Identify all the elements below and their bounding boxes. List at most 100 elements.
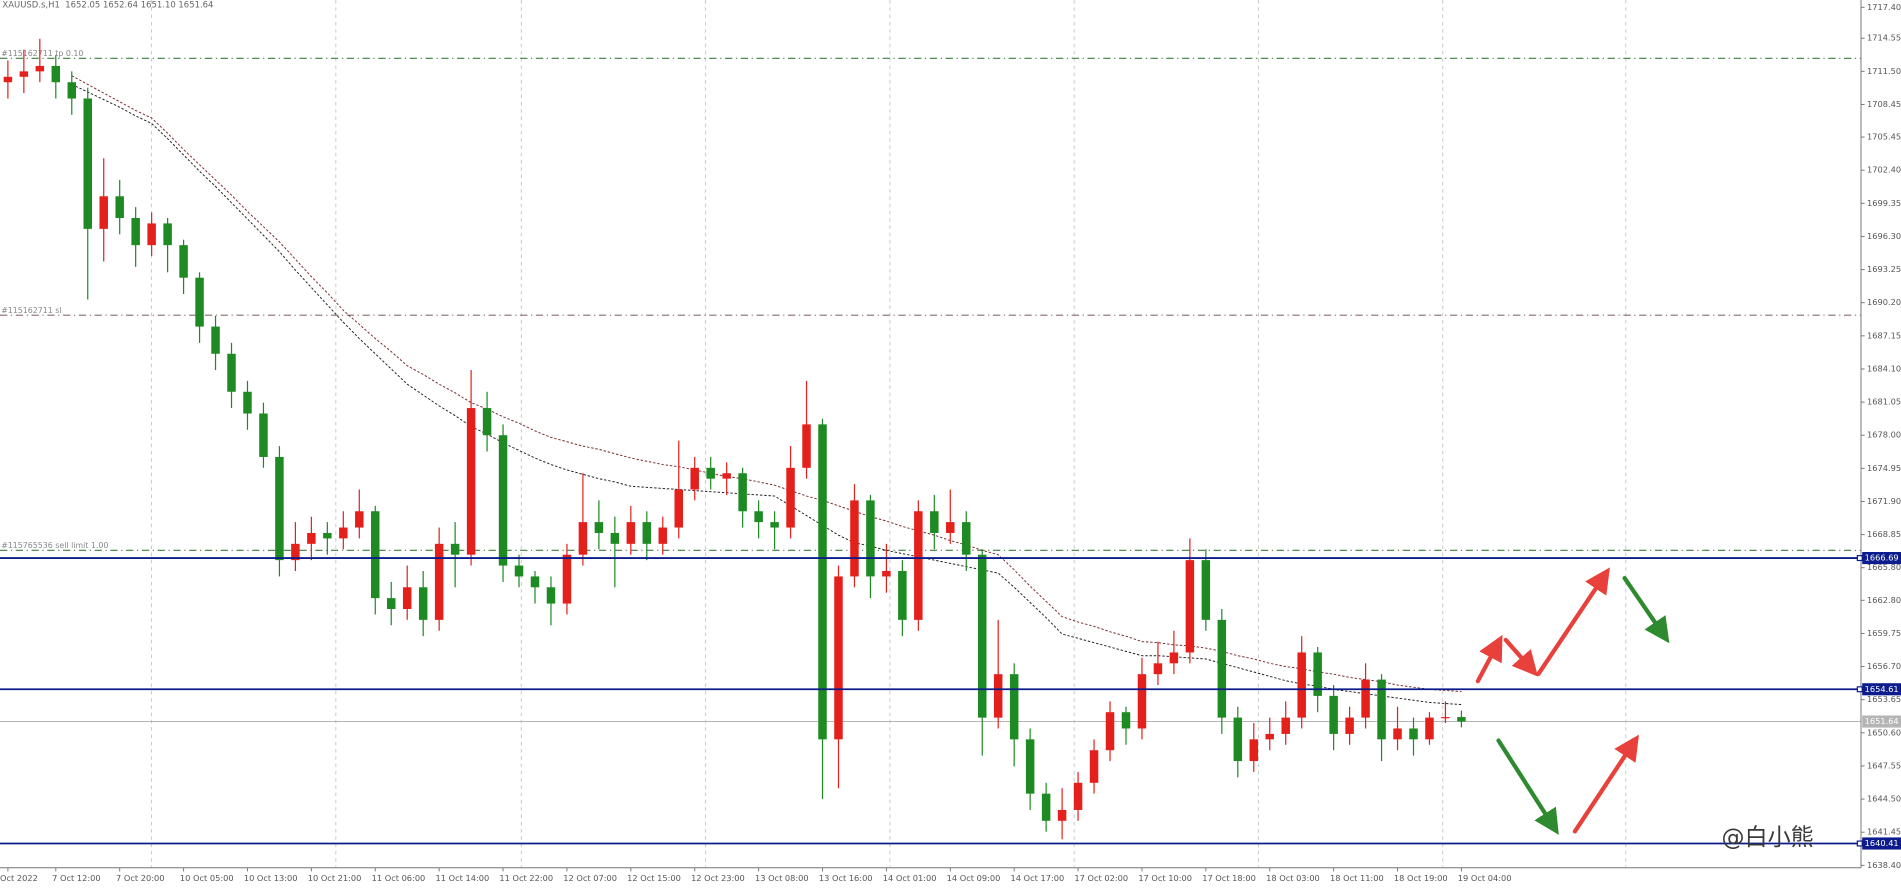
candle-body xyxy=(450,543,460,555)
candle-body xyxy=(482,408,492,436)
candle-body xyxy=(1249,739,1259,762)
candle-body xyxy=(674,489,683,528)
candle-body xyxy=(339,527,348,539)
candle-body xyxy=(83,98,92,229)
x-tick-label: 10 Oct 05:00 xyxy=(180,873,234,883)
y-tick-label: 1653.65 xyxy=(1867,694,1901,704)
candle-body xyxy=(866,500,875,577)
candle-body xyxy=(195,277,204,327)
y-tick-label: 1644.50 xyxy=(1867,794,1901,804)
x-tick-label: Oct 2022 xyxy=(0,873,38,883)
x-tick-label: 17 Oct 18:00 xyxy=(1202,873,1256,883)
candle-body xyxy=(51,65,61,83)
candle-body xyxy=(434,543,444,620)
candle-body xyxy=(626,522,636,544)
candle-body xyxy=(977,554,987,718)
candle-body xyxy=(658,527,668,544)
y-tick-label: 1678.00 xyxy=(1867,430,1901,440)
candle-body xyxy=(1121,712,1131,729)
candle-body xyxy=(946,522,955,533)
candle-body xyxy=(1009,674,1019,740)
order-level-label: #115162711 tp 0.10 xyxy=(1,49,83,58)
y-tick-label: 1671.90 xyxy=(1867,496,1901,506)
y-tick-label: 1656.70 xyxy=(1867,661,1901,671)
candle-body xyxy=(1281,717,1290,734)
price-tag xyxy=(1862,837,1901,850)
candle-body xyxy=(67,82,77,99)
candle-body xyxy=(1041,793,1051,821)
price-tag-marker xyxy=(1856,840,1863,847)
y-tick-label: 1705.45 xyxy=(1867,132,1901,142)
x-tick-label: 17 Oct 10:00 xyxy=(1138,873,1192,883)
arrow xyxy=(1475,634,1503,684)
y-tick-label: 1659.75 xyxy=(1867,628,1901,638)
candle-body xyxy=(1313,652,1322,696)
candle-body xyxy=(530,576,540,588)
watermark: @白小熊 xyxy=(1722,825,1814,851)
candle-body xyxy=(898,570,907,620)
candle-body xyxy=(1153,663,1163,675)
candle-body xyxy=(930,511,939,533)
y-tick-label: 1687.15 xyxy=(1867,330,1901,340)
y-tick-label: 1650.60 xyxy=(1867,727,1901,737)
candle-body xyxy=(1233,717,1243,762)
candle-body xyxy=(962,522,971,555)
arrow xyxy=(1496,738,1559,835)
candle-body xyxy=(19,71,29,77)
y-tick-label: 1699.35 xyxy=(1867,198,1901,208)
candle-body xyxy=(1025,739,1035,794)
x-tick-label: 12 Oct 15:00 xyxy=(627,873,681,883)
candle-body xyxy=(211,326,220,354)
y-tick-label: 1714.55 xyxy=(1867,33,1901,43)
y-tick-label: 1668.85 xyxy=(1867,529,1901,539)
x-tick-label: 18 Oct 11:00 xyxy=(1330,873,1384,883)
candle-body xyxy=(1217,619,1227,718)
candle-body xyxy=(227,353,236,392)
y-tick-label: 1684.10 xyxy=(1867,363,1901,373)
candle-body xyxy=(850,500,859,577)
candle-body xyxy=(914,511,923,620)
candle-body xyxy=(1137,674,1147,729)
x-tick-label: 7 Oct 20:00 xyxy=(116,873,164,883)
order-level-label: #115162711 sl xyxy=(1,306,61,315)
candle-body xyxy=(1425,717,1434,740)
y-tick-label: 1665.80 xyxy=(1867,562,1901,572)
candle-body xyxy=(386,598,396,610)
candle-body xyxy=(179,245,188,278)
candle-body xyxy=(1105,712,1115,751)
price-tag-label: 1640.41 xyxy=(1865,838,1899,848)
candle-body xyxy=(323,532,332,539)
annotation-arrows xyxy=(1475,567,1670,835)
x-tick-label: 11 Oct 14:00 xyxy=(436,873,490,883)
candle-body xyxy=(642,522,652,544)
y-tick-label: 1693.25 xyxy=(1867,264,1901,274)
candle-body xyxy=(1185,560,1195,653)
candle-body xyxy=(131,217,140,246)
x-tick-label: 7 Oct 12:00 xyxy=(52,873,100,883)
candle-body xyxy=(35,65,45,72)
x-tick-label: 11 Oct 06:00 xyxy=(372,873,426,883)
candle-body xyxy=(562,554,572,604)
y-axis-area xyxy=(1860,0,1901,892)
candle-body xyxy=(291,543,300,561)
x-tick-label: 10 Oct 21:00 xyxy=(308,873,362,883)
candle-body xyxy=(99,196,108,229)
price-tag xyxy=(1862,552,1901,565)
x-tick-label: 13 Oct 08:00 xyxy=(755,873,809,883)
x-tick-label: 17 Oct 02:00 xyxy=(1074,873,1128,883)
candle-body xyxy=(1409,728,1418,740)
y-tick-label: 1717.40 xyxy=(1867,2,1901,12)
candle-body xyxy=(418,587,428,620)
price-tag-label: 1666.69 xyxy=(1865,553,1899,563)
candle-body xyxy=(275,456,284,561)
price-tag xyxy=(1862,683,1901,696)
candle-body xyxy=(3,76,13,83)
y-tick-label: 1696.30 xyxy=(1867,231,1901,241)
y-tick-label: 1647.55 xyxy=(1867,760,1901,770)
candle-body xyxy=(1089,750,1099,783)
chart-title: XAUUSD.s,H1 1652.05 1652.64 1651.10 1651… xyxy=(2,0,213,9)
candle-body xyxy=(610,532,620,544)
